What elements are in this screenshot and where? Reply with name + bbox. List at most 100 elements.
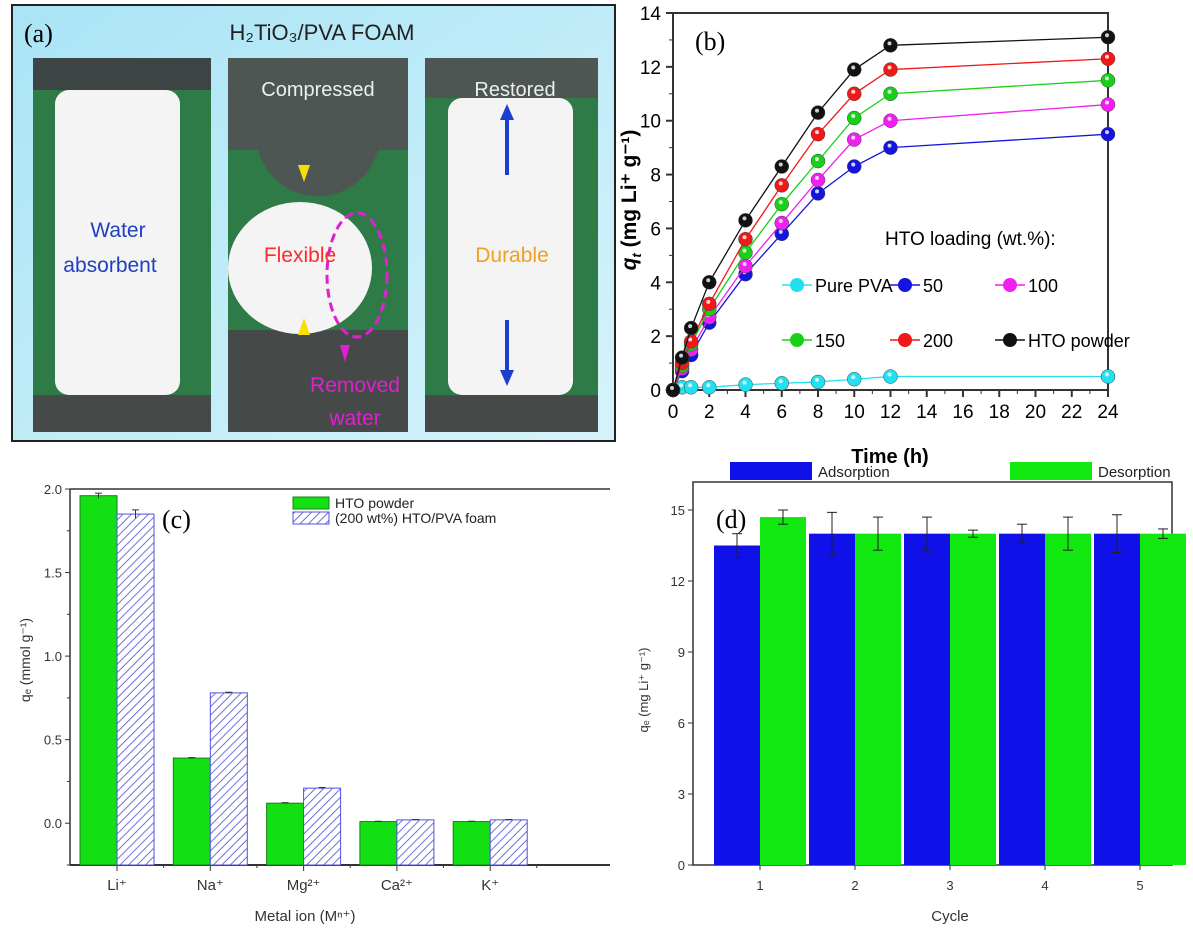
b-data-point-highlight — [670, 386, 674, 390]
b-x-tick-label: 20 — [1025, 402, 1046, 423]
photo-label: absorbent — [63, 254, 157, 277]
b-data-point — [847, 159, 862, 174]
c-bar-hto-powder — [359, 821, 398, 866]
b-data-point — [810, 153, 826, 169]
b-data-point — [847, 110, 862, 126]
b-data-point-highlight — [851, 114, 856, 119]
b-data-point-highlight — [742, 235, 747, 240]
b-legend-marker — [790, 278, 804, 292]
b-data-point-highlight — [1105, 54, 1109, 59]
b-x-tick-label: 10 — [844, 402, 865, 423]
d-y-tick-label: 12 — [671, 574, 685, 589]
c-y-axis-label: qₑ (mmol g⁻¹) — [17, 618, 33, 702]
b-data-point-highlight — [688, 383, 693, 388]
b-data-point — [683, 320, 699, 336]
d-x-axis-label: Cycle — [931, 908, 969, 925]
b-data-point — [810, 126, 826, 142]
d-bar-desorption — [855, 533, 901, 865]
c-legend-label: HTO powder — [335, 495, 414, 511]
b-data-point-highlight — [851, 162, 856, 167]
b-data-point — [810, 105, 826, 120]
b-data-point — [683, 334, 699, 349]
b-data-point — [774, 196, 789, 212]
b-legend-title: HTO loading (wt.%): — [885, 229, 1056, 250]
arrow-down-icon — [298, 165, 310, 182]
b-data-point-highlight — [1105, 76, 1109, 81]
b-data-point — [774, 178, 789, 193]
d-y-axis-label: qₑ (mg Li⁺ g⁻¹) — [636, 647, 651, 732]
b-y-tick-label: 4 — [650, 273, 661, 294]
b-data-point-highlight — [679, 353, 684, 358]
b-data-point-highlight — [815, 130, 819, 135]
d-y-tick-label: 0 — [678, 858, 685, 873]
b-data-point — [883, 86, 898, 102]
b-data-point-highlight — [815, 189, 819, 194]
b-legend-label: 100 — [1028, 276, 1058, 296]
b-legend-label: 50 — [923, 276, 943, 296]
c-bar-hto-pva-foam — [489, 819, 528, 866]
photo-caption: Compressed — [261, 79, 374, 101]
b-data-point-highlight — [887, 143, 892, 148]
b-data-point-highlight — [706, 383, 711, 388]
d-bar-adsorption — [714, 545, 760, 865]
b-data-point-highlight — [778, 229, 783, 234]
c-y-tick-label: 2.0 — [44, 482, 62, 497]
b-data-point-highlight — [851, 65, 856, 70]
b-data-point — [738, 377, 753, 392]
b-data-point — [774, 159, 789, 174]
b-legend-marker — [898, 333, 912, 347]
panel-b: (b) Time (h) qt (mg Li⁺ g⁻¹) HTO loading… — [618, 27, 1056, 468]
b-x-tick-label: 2 — [704, 402, 715, 423]
arrow-icon — [340, 345, 350, 362]
photo-caption: Restored — [474, 79, 555, 101]
b-data-point-highlight — [851, 135, 856, 140]
b-x-tick-label: 24 — [1097, 402, 1119, 423]
d-legend-label: Adsorption — [818, 464, 890, 481]
c-y-tick-label: 0.0 — [44, 816, 62, 831]
b-x-axis-label: Time (h) — [851, 446, 928, 468]
b-data-point-highlight — [742, 248, 747, 253]
b-data-point-highlight — [887, 372, 892, 377]
b-data-point — [683, 380, 699, 395]
b-x-tick-label: 22 — [1061, 402, 1082, 423]
arrow-down-icon — [500, 370, 514, 386]
c-legend-swatch — [292, 496, 330, 510]
b-data-point-highlight — [1105, 33, 1109, 38]
d-y-tick-label: 15 — [671, 503, 685, 518]
c-bar-hto-powder — [172, 757, 211, 866]
b-data-point-highlight — [706, 278, 711, 283]
c-bar-hto-powder — [266, 802, 305, 866]
d-bar-desorption — [760, 517, 806, 865]
c-x-tick-label: Li⁺ — [107, 877, 127, 894]
b-legend-marker — [898, 278, 912, 292]
b-series-line-50 — [672, 133, 1109, 391]
b-data-point — [883, 62, 898, 77]
d-bar-desorption — [950, 533, 996, 865]
b-data-point-highlight — [778, 181, 783, 186]
d-x-tick-label: 5 — [1136, 878, 1143, 893]
b-data-point-highlight — [815, 108, 819, 113]
c-x-tick-label: Ca²⁺ — [381, 877, 413, 894]
panel-d: (d) Cycle qₑ (mg Li⁺ g⁻¹) — [636, 505, 969, 925]
b-data-point-highlight — [851, 375, 856, 380]
b-x-tick-label: 14 — [916, 402, 938, 423]
photo-restored: Restored Durable — [425, 58, 598, 432]
b-data-point-highlight — [815, 157, 819, 162]
b-data-point-highlight — [887, 89, 892, 94]
d-bar-adsorption — [809, 533, 855, 865]
c-bar-hto-powder — [79, 495, 118, 866]
c-legend-swatch — [292, 511, 330, 525]
b-data-point-highlight — [742, 380, 747, 385]
d-x-tick-label: 4 — [1041, 878, 1048, 893]
b-x-tick-label: 4 — [740, 402, 751, 423]
b-data-point-highlight — [778, 379, 783, 384]
panel-c: (c) Metal ion (Mⁿ⁺) qₑ (mmol g⁻¹) — [17, 505, 355, 925]
c-y-tick-label: 0.5 — [44, 733, 62, 748]
b-data-point-highlight — [742, 216, 747, 221]
b-data-point — [810, 374, 826, 390]
b-data-point-highlight — [706, 299, 711, 304]
b-data-point — [883, 113, 898, 128]
b-data-point-highlight — [688, 324, 693, 329]
foam-compressed — [228, 202, 372, 334]
b-x-tick-label: 0 — [668, 402, 679, 423]
